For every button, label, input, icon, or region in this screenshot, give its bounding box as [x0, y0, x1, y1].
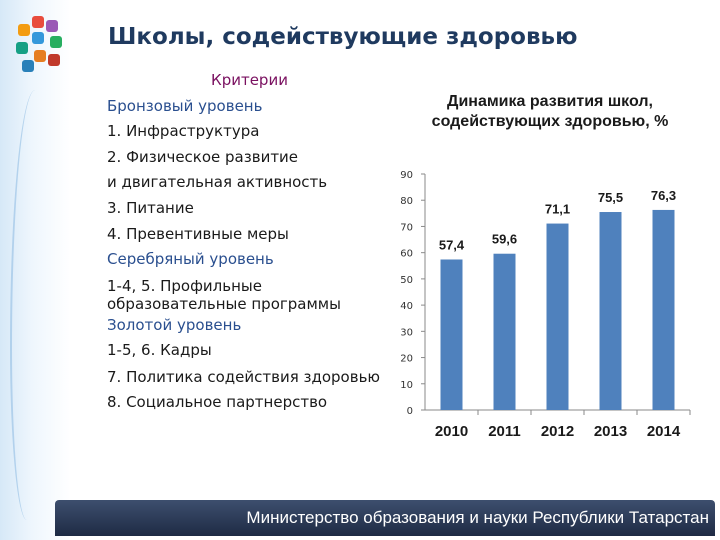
criteria-line: 3. Питание [107, 198, 194, 217]
y-tick-label: 10 [400, 380, 413, 391]
footer-bar: Министерство образования и науки Республ… [55, 500, 715, 536]
criteria-list: Критерии Бронзовый уровень 1. Инфраструк… [107, 68, 392, 416]
logo-icon [16, 16, 62, 72]
y-tick-label: 50 [400, 275, 413, 286]
data-label: 57,4 [439, 237, 465, 252]
x-tick-label: 2012 [541, 423, 574, 440]
criteria-line: Золотой уровень [107, 315, 242, 334]
y-tick-label: 70 [400, 222, 413, 233]
criteria-line: 2. Физическое развитие [107, 147, 299, 166]
criteria-line: 7. Политика содействия здоровью [107, 367, 381, 386]
bar [440, 259, 463, 410]
data-label: 76,3 [651, 188, 676, 203]
chart-title: Динамика развития школ, содействующих зд… [431, 93, 669, 130]
criteria-heading: Критерии [211, 71, 288, 89]
x-tick-label: 2011 [488, 423, 521, 440]
bar [493, 253, 516, 410]
y-tick-label: 20 [400, 354, 413, 365]
footer-text: Министерство образования и науки Республ… [246, 508, 709, 527]
y-tick-label: 80 [400, 196, 413, 207]
side-decoration [0, 0, 70, 540]
bar [652, 209, 675, 410]
chart-container: Динамика развития школ, содействующих зд… [395, 92, 705, 447]
criteria-line: 1. Инфраструктура [107, 122, 260, 141]
x-tick-label: 2013 [594, 423, 627, 440]
criteria-line: Бронзовый уровень [107, 96, 263, 115]
criteria-line: 1-4, 5. Профильные образовательные прогр… [107, 276, 341, 313]
criteria-line: 4. Превентивные меры [107, 224, 289, 243]
data-label: 71,1 [545, 202, 570, 217]
slide-title: Школы, содействующие здоровью [108, 24, 578, 50]
bar [546, 223, 569, 410]
y-tick-label: 40 [400, 301, 413, 312]
criteria-line: Серебряный уровень [107, 250, 274, 269]
y-tick-label: 60 [400, 249, 413, 260]
data-label: 75,5 [598, 190, 623, 205]
x-tick-label: 2014 [647, 423, 681, 440]
y-tick-label: 0 [407, 406, 413, 417]
decorative-swoosh [10, 90, 52, 520]
criteria-line: 8. Социальное партнерство [107, 392, 328, 411]
criteria-line: и двигательная активность [107, 173, 328, 192]
bar [599, 212, 622, 410]
y-tick-label: 90 [400, 170, 413, 181]
x-tick-label: 2010 [435, 423, 468, 440]
bar-chart: 0 10 20 30 40 50 60 70 80 90 57,4 2010 59,6 2011 71,1 2… [400, 170, 691, 440]
criteria-line: 1-5, 6. Кадры [107, 341, 212, 360]
data-label: 59,6 [492, 232, 517, 247]
y-tick-label: 30 [400, 327, 413, 338]
